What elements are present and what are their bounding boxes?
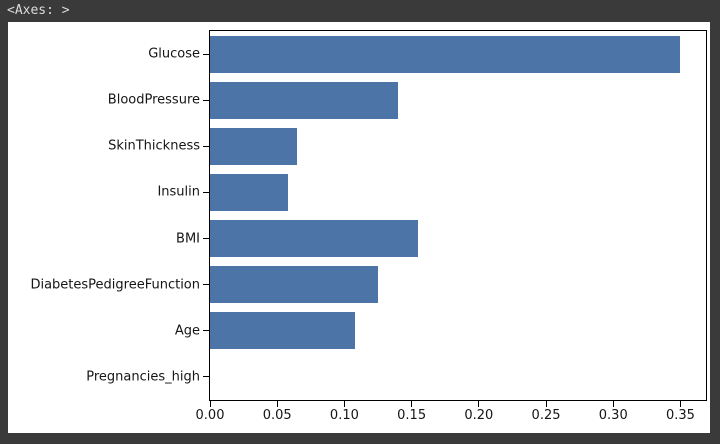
window-title: <Axes: > bbox=[7, 3, 70, 18]
x-tick-label: 0.30 bbox=[598, 408, 628, 423]
x-tick-label: 0.05 bbox=[262, 408, 292, 423]
y-tick-label: DiabetesPedigreeFunction bbox=[30, 277, 200, 293]
bar-age bbox=[210, 312, 356, 350]
bar-bloodpressure bbox=[210, 81, 399, 119]
x-tick-label: 0.00 bbox=[195, 408, 225, 423]
y-tick-mark bbox=[203, 238, 209, 240]
y-tick-mark bbox=[203, 99, 209, 101]
x-tick-label: 0.10 bbox=[329, 408, 359, 423]
x-tick-label: 0.20 bbox=[464, 408, 494, 423]
x-tick-label: 0.35 bbox=[665, 408, 695, 423]
y-tick-mark bbox=[203, 284, 209, 286]
window-titlebar: <Axes: > bbox=[0, 0, 720, 22]
y-tick-label: BMI bbox=[176, 231, 200, 247]
x-tick-label: 0.15 bbox=[397, 408, 427, 423]
x-tick-mark bbox=[343, 401, 345, 407]
x-tick-label: 0.25 bbox=[531, 408, 561, 423]
bar-glucose bbox=[210, 35, 681, 73]
y-tick-mark bbox=[203, 376, 209, 378]
bar-diabetespedigreefunction bbox=[210, 266, 379, 304]
y-tick-label: BloodPressure bbox=[107, 92, 200, 108]
y-tick-label: SkinThickness bbox=[108, 138, 200, 154]
x-tick-mark bbox=[679, 401, 681, 407]
y-tick-mark bbox=[203, 145, 209, 147]
y-tick-label: Insulin bbox=[157, 184, 200, 200]
figure-canvas: Glucose BloodPressure SkinThickness Insulin… bbox=[8, 22, 710, 433]
axes-area: Glucose BloodPressure SkinThickness Insulin… bbox=[30, 30, 707, 423]
y-tick-label: Glucose bbox=[148, 46, 200, 62]
bar-bmi bbox=[210, 220, 419, 257]
x-tick-mark bbox=[478, 401, 480, 407]
x-tick-mark bbox=[545, 401, 547, 407]
y-tick-label: Age bbox=[174, 323, 200, 339]
x-tick-mark bbox=[612, 401, 614, 407]
y-tick-mark bbox=[203, 330, 209, 332]
y-tick-mark bbox=[203, 53, 209, 55]
x-tick-mark bbox=[411, 401, 413, 407]
x-tick-mark bbox=[209, 401, 211, 407]
y-tick-mark bbox=[203, 191, 209, 193]
bar-skinthickness bbox=[210, 127, 298, 165]
x-tick-mark bbox=[276, 401, 278, 407]
bar-insulin bbox=[210, 173, 288, 211]
y-tick-label: Pregnancies_high bbox=[86, 369, 200, 385]
